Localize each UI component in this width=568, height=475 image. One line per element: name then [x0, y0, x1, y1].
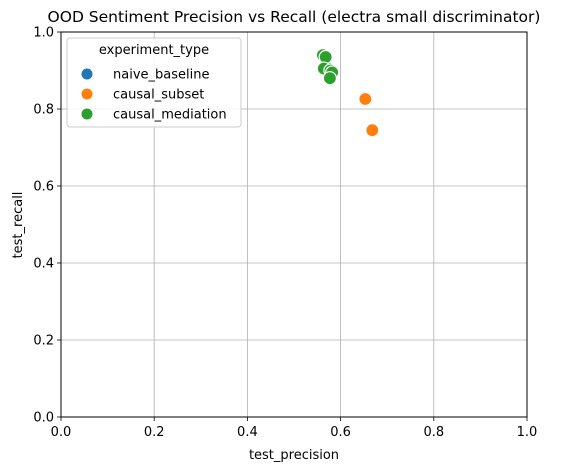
data-point-causal-mediation	[322, 71, 337, 86]
data-point-causal-subset	[358, 91, 373, 107]
legend-label-causal-mediation: causal_mediation	[113, 108, 227, 123]
data-point-causal-subset	[365, 123, 380, 138]
y-tick-label: 0.2	[33, 334, 54, 349]
x-tick-label: 0.2	[144, 425, 165, 440]
y-tick-label: 0.6	[33, 180, 54, 195]
legend: experiment_type naive_baseline causal_sub…	[66, 37, 242, 128]
legend-box	[66, 37, 242, 128]
plot-frame	[60, 31, 528, 418]
chart-title: OOD Sentiment Precision vs Recall (elect…	[48, 8, 541, 26]
x-tick-label: 1.0	[517, 425, 538, 440]
legend-title: experiment_type	[99, 43, 209, 58]
legend-marker-causal-subset	[80, 87, 94, 101]
axis-ticks: 0.0 0.2 0.4 0.6 0.8 1.0 0.0 0.2 0.4 0.6 0.8 1.0	[33, 26, 537, 441]
x-tick-label: 0.0	[51, 425, 72, 440]
y-tick-label: 0.0	[33, 411, 54, 426]
y-tick-label: 0.4	[33, 257, 54, 272]
legend-label-naive-baseline: naive_baseline	[113, 68, 209, 83]
x-tick-label: 0.4	[237, 425, 258, 440]
legend-items: naive_baseline causal_subset causal_mediat…	[80, 67, 227, 123]
data-point-causal-mediation	[318, 49, 333, 65]
x-axis-label: test_precision	[249, 448, 339, 463]
data-points	[315, 47, 380, 138]
y-tick-label: 0.8	[33, 103, 54, 118]
x-tick-label: 0.8	[423, 425, 444, 440]
legend-marker-naive-baseline	[80, 67, 94, 81]
x-tick-label: 0.6	[330, 425, 351, 440]
legend-label-causal-subset: causal_subset	[113, 88, 204, 103]
y-axis-label: test_recall	[11, 192, 26, 259]
legend-marker-causal-mediation	[80, 107, 94, 121]
y-tick-label: 1.0	[33, 26, 54, 41]
